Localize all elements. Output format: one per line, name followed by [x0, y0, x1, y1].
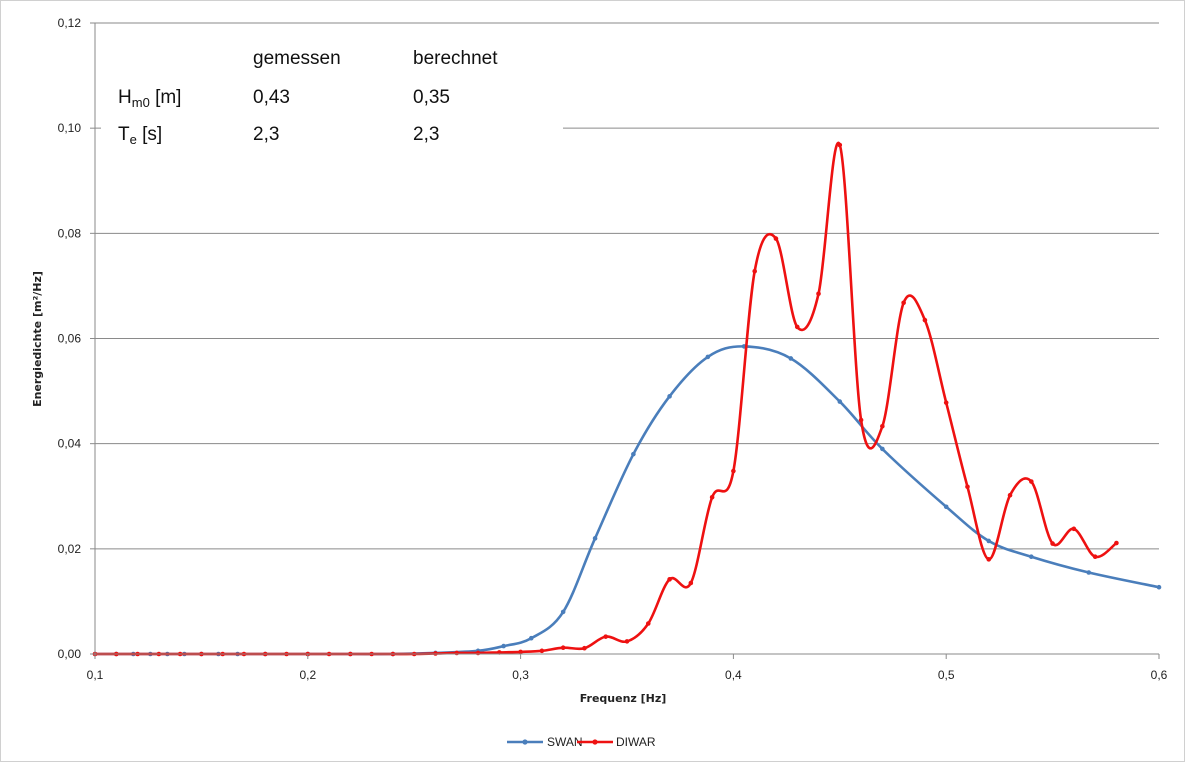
info-row-label-unit: [s] [137, 124, 162, 145]
y-tick-label: 0,02 [58, 542, 82, 556]
x-tick-label: 0,3 [512, 668, 529, 682]
data-point-swan [705, 354, 711, 360]
data-point-diwar [943, 400, 949, 405]
data-point-diwar [603, 634, 609, 639]
data-point-swan [1029, 554, 1034, 560]
data-point-diwar [880, 424, 885, 429]
y-axis-title: Energiedichte [m²/Hz] [31, 271, 44, 407]
data-point-diwar [773, 236, 779, 241]
data-point-diwar [1029, 479, 1034, 484]
info-row-label-sub: m0 [132, 95, 150, 110]
data-point-swan [788, 356, 794, 361]
y-tick-label: 0,12 [58, 16, 82, 30]
y-tick-label: 0,06 [58, 332, 82, 346]
info-te-berechnet: 2,3 [413, 124, 439, 145]
data-point-diwar [582, 645, 587, 651]
data-point-diwar [1114, 540, 1119, 546]
y-tick-label: 0,08 [58, 226, 82, 240]
data-point-diwar [624, 639, 630, 644]
series-line-swan [93, 345, 1161, 656]
series-swan [92, 344, 1162, 657]
info-row-label-sub: e [130, 132, 137, 147]
data-point-swan [667, 394, 672, 399]
legend-label-diwar: DIWAR [616, 735, 656, 749]
data-point-swan [592, 536, 598, 541]
x-tick-labels: 0,1 0,2 0,3 0,4 0,5 0,6 [87, 668, 1168, 682]
data-point-diwar [518, 649, 523, 655]
data-point-diwar [731, 468, 736, 474]
x-tick-label: 0,1 [87, 668, 104, 682]
y-tick-label: 0,00 [58, 647, 82, 661]
data-point-diwar [560, 645, 566, 650]
legend: SWAN DIWAR [507, 735, 656, 749]
x-tick-label: 0,6 [1151, 668, 1168, 682]
info-header-berechnet: berechnet [413, 48, 498, 69]
data-point-diwar [752, 268, 757, 274]
data-point-diwar [837, 142, 843, 148]
data-point-swan [560, 609, 566, 615]
info-header-gemessen: gemessen [253, 48, 341, 69]
x-axis-title: Frequenz [Hz] [580, 692, 667, 705]
y-tick-label: 0,04 [58, 437, 82, 451]
series-diwar [92, 141, 1119, 657]
data-point-diwar [667, 577, 672, 582]
legend-item-swan: SWAN [507, 735, 583, 749]
data-point-diwar [986, 557, 992, 562]
info-te-gemessen: 2,3 [253, 124, 279, 145]
data-point-diwar [539, 648, 545, 654]
data-point-diwar [901, 300, 906, 306]
data-point-diwar [688, 580, 694, 586]
data-point-diwar [645, 621, 651, 626]
info-row-label-te: Te [s] [118, 124, 162, 147]
data-point-diwar [475, 650, 481, 656]
y-tick-labels: 0,00 0,02 0,04 0,06 0,08 0,10 0,12 [58, 16, 82, 661]
axes [90, 22, 1160, 659]
data-point-diwar [433, 651, 438, 656]
data-point-swan [837, 399, 843, 404]
series-layer [92, 141, 1162, 657]
y-tick-label: 0,10 [58, 121, 82, 135]
series-line-diwar [93, 141, 1118, 656]
data-point-diwar [1007, 492, 1013, 498]
data-point-swan [986, 538, 992, 544]
legend-marker-diwar [592, 739, 598, 745]
x-tick-label: 0,4 [725, 668, 742, 682]
data-point-diwar [1071, 526, 1077, 532]
x-tick-label: 0,2 [299, 668, 316, 682]
data-point-diwar [454, 650, 460, 656]
data-point-swan [528, 635, 534, 641]
info-row-label-main: H [118, 87, 132, 108]
data-point-diwar [1050, 541, 1055, 546]
data-point-diwar [816, 291, 821, 297]
data-point-diwar [709, 495, 715, 500]
info-table-background [101, 39, 563, 159]
info-row-label-hm0: Hm0 [m] [118, 87, 181, 110]
data-point-diwar [965, 484, 970, 490]
info-hm0-berechnet: 0,35 [413, 87, 450, 108]
legend-item-diwar: DIWAR [577, 735, 656, 749]
data-point-diwar [858, 417, 864, 423]
info-table: gemessen berechnet Hm0 [m] 0,43 0,35 Te … [101, 39, 563, 159]
data-point-diwar [794, 324, 800, 330]
data-point-swan [1156, 584, 1162, 590]
data-point-swan [631, 451, 636, 457]
legend-label-swan: SWAN [547, 735, 583, 749]
legend-marker-swan [522, 739, 528, 745]
x-tick-label: 0,5 [938, 668, 955, 682]
info-row-label-unit: [m] [150, 87, 182, 108]
data-point-diwar [922, 317, 928, 323]
data-point-swan [501, 643, 506, 649]
data-point-swan [1086, 570, 1092, 575]
info-hm0-gemessen: 0,43 [253, 87, 290, 108]
info-row-label-main: T [118, 124, 130, 145]
data-point-swan [943, 504, 949, 510]
data-point-swan [880, 446, 885, 452]
data-point-diwar [1092, 554, 1098, 560]
